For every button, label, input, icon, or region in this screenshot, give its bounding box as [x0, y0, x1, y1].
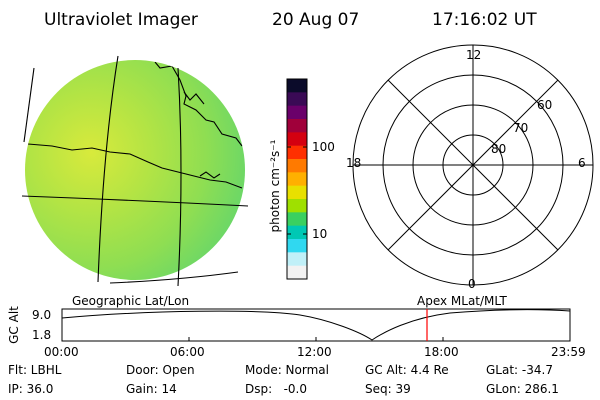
- mlt-label-18: 18: [346, 156, 362, 170]
- colorbar-band: [287, 105, 307, 120]
- status-glon: GLon: 286.1: [486, 382, 559, 396]
- colorbar-band: [287, 239, 307, 253]
- uv-image-panel: [21, 55, 249, 287]
- status-seq: Seq: 39: [365, 382, 411, 396]
- time-label: 17:16:02 UT: [432, 10, 537, 30]
- lat-lon-grid: [21, 55, 249, 287]
- altitude-xtick-2359: 23:59: [551, 345, 586, 359]
- status-mode: Mode: Normal: [245, 363, 329, 377]
- colorbar-tick-10: 10: [312, 227, 328, 241]
- status-door: Door: Open: [126, 363, 195, 377]
- image-caption: Geographic Lat/Lon: [72, 294, 190, 308]
- mlat-label-60: 60: [537, 98, 553, 112]
- colorbar-band: [287, 172, 307, 187]
- colorbar-band: [287, 212, 307, 227]
- mlt-label-12: 12: [466, 48, 482, 62]
- app-title: Ultraviolet Imager: [44, 10, 198, 30]
- colorbar-band: [287, 92, 307, 107]
- mlat-label-70: 70: [513, 121, 529, 135]
- status-dsp: Dsp: -0.0: [245, 382, 308, 396]
- altitude-xtick-1200: 12:00: [297, 345, 332, 359]
- colorbar-label: photon cm⁻²s⁻¹: [268, 139, 282, 233]
- altitude-curve: [61, 309, 571, 341]
- status-ip: IP: 36.0: [8, 382, 54, 396]
- altitude-ytick-1-8: 1.8: [32, 328, 52, 342]
- altitude-ylabel: GC Alt: [7, 306, 21, 344]
- colorbar-band: [287, 119, 307, 133]
- earth-disk: [25, 60, 245, 280]
- colorbar-band: [287, 79, 307, 93]
- status-gain: Gain: 14: [126, 382, 177, 396]
- altitude-xtick-0600: 06:00: [170, 345, 205, 359]
- altitude-xtick-0000: 00:00: [44, 345, 79, 359]
- colorbar-band: [287, 132, 307, 147]
- altitude-plot: [61, 308, 571, 342]
- polar-plot: [352, 44, 594, 286]
- polar-caption: Apex MLat/MLT: [417, 294, 507, 308]
- colorbar-band: [287, 225, 307, 240]
- status-gc-alt: GC Alt: 4.4 Re: [365, 363, 449, 377]
- colorbar-band: [287, 159, 307, 173]
- colorbar-band: [287, 145, 307, 160]
- status-glat: GLat: -34.7: [486, 363, 553, 377]
- color-scale-bar: [286, 78, 308, 280]
- colorbar-tick-100: 100: [312, 140, 335, 154]
- mlat-label-80: 80: [491, 142, 507, 156]
- colorbar-band: [287, 252, 307, 267]
- altitude-ytick-9: 9.0: [32, 308, 52, 322]
- altitude-xtick-1800: 18:00: [424, 345, 459, 359]
- status-filter: Flt: LBHL: [8, 363, 62, 377]
- date-label: 20 Aug 07: [272, 10, 360, 30]
- mlt-label-6: 6: [578, 156, 586, 170]
- colorbar-band: [287, 265, 307, 280]
- colorbar-band: [287, 199, 307, 213]
- coastline-overlay: [27, 61, 243, 189]
- colorbar-band: [287, 185, 307, 200]
- mlt-label-0: 0: [468, 277, 476, 291]
